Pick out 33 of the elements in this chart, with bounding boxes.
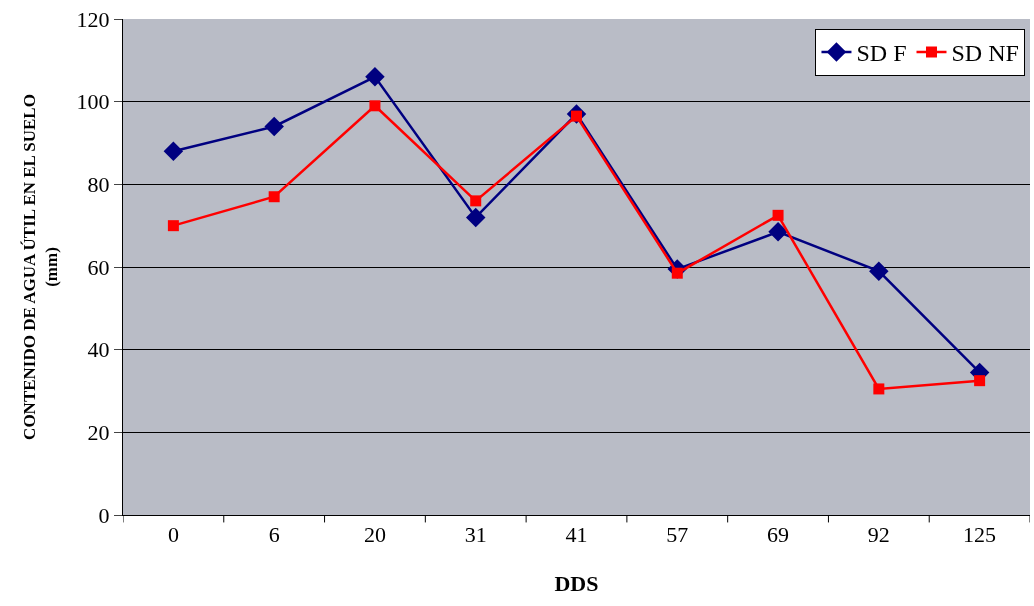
y-tick-label: 120 <box>76 6 110 32</box>
x-tick-label: 0 <box>167 522 179 548</box>
point <box>465 207 486 228</box>
x-tick-label: 125 <box>963 522 997 548</box>
y-axis-title: CONTENIDO DE AGUA ÚTIL EN EL SUELO (mm) <box>20 94 62 440</box>
legend-label: SD NF <box>951 40 1019 67</box>
x-tick-label: 6 <box>268 522 280 548</box>
point <box>268 191 280 203</box>
y-tick-label: 40 <box>87 337 110 363</box>
x-tick-label: 69 <box>767 522 790 548</box>
y-tick-label: 20 <box>87 420 110 446</box>
point <box>974 375 986 387</box>
y-tick-label: 100 <box>76 89 110 115</box>
x-tick-label: 20 <box>363 522 386 548</box>
point <box>365 67 385 87</box>
point <box>873 383 885 395</box>
point <box>768 222 788 242</box>
point <box>772 209 784 221</box>
legend-label: SD F <box>856 40 907 67</box>
point <box>369 100 381 112</box>
x-axis-title: DDS <box>554 571 599 596</box>
x-tick-label: 57 <box>666 522 689 548</box>
y-tick-label: 80 <box>87 172 110 198</box>
point <box>470 195 482 207</box>
x-tick-label: 41 <box>565 522 588 548</box>
y-tick-label: 60 <box>87 254 110 280</box>
point <box>869 261 889 281</box>
y-tick-label: 0 <box>98 502 110 528</box>
point <box>264 116 284 137</box>
point <box>167 220 179 232</box>
point <box>163 141 184 162</box>
x-tick-label: 31 <box>464 522 487 548</box>
x-tick-label: 92 <box>867 522 890 548</box>
